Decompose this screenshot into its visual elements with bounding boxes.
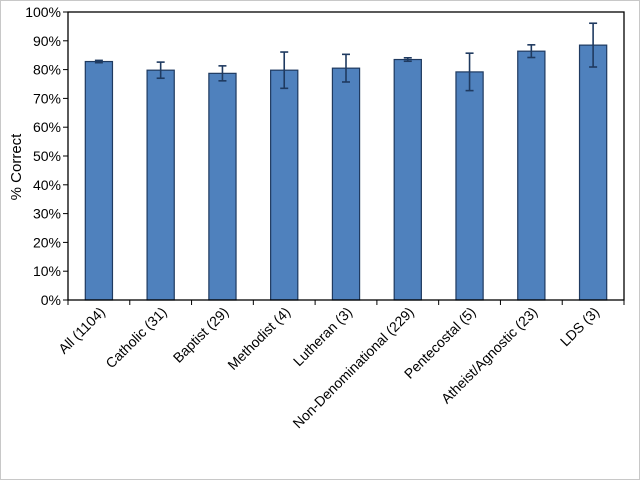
bar	[578, 44, 608, 301]
y-tick-label: 60%	[33, 119, 61, 135]
y-tick-label: 40%	[33, 177, 61, 193]
bar	[146, 69, 175, 301]
y-tick-label: 0%	[41, 292, 61, 308]
x-tick-label: Methodist (4)	[224, 304, 293, 373]
plot-area-border	[67, 11, 625, 301]
error-bars	[94, 22, 598, 92]
bar	[208, 72, 237, 301]
x-axis-labels: All (1104)Catholic (31) Baptist (29)Metho…	[55, 304, 602, 431]
y-tick-label: 70%	[33, 90, 61, 106]
y-tick-label: 90%	[33, 33, 61, 49]
bar	[331, 67, 361, 301]
bar	[455, 71, 484, 301]
y-axis-ticks: 0% 10% 20% 30% 40% 50% 60% 70% 80% 90% 100%	[25, 4, 68, 308]
y-tick-label: 80%	[33, 62, 61, 78]
bar	[393, 58, 422, 301]
y-tick-label: 100%	[25, 4, 61, 20]
bar	[270, 69, 299, 301]
x-tick-label: All (1104)	[55, 304, 108, 357]
y-axis-title: % Correct	[8, 133, 25, 201]
bar	[84, 60, 114, 301]
bars	[84, 44, 608, 301]
y-tick-label: 50%	[33, 148, 61, 164]
bar	[517, 50, 546, 301]
y-tick-label: 30%	[33, 206, 61, 222]
y-tick-label: 20%	[33, 234, 61, 250]
x-tick-label: Baptist (29)	[170, 304, 232, 366]
y-tick-label: 10%	[33, 263, 61, 279]
x-tick-label: Catholic (31)	[102, 304, 169, 371]
x-tick-label: Lutheran (3)	[290, 304, 355, 369]
x-tick-label: Non-Denominational (229)	[289, 304, 416, 431]
x-axis-ticks	[67, 300, 625, 305]
x-tick-label: LDS (3)	[557, 304, 602, 349]
